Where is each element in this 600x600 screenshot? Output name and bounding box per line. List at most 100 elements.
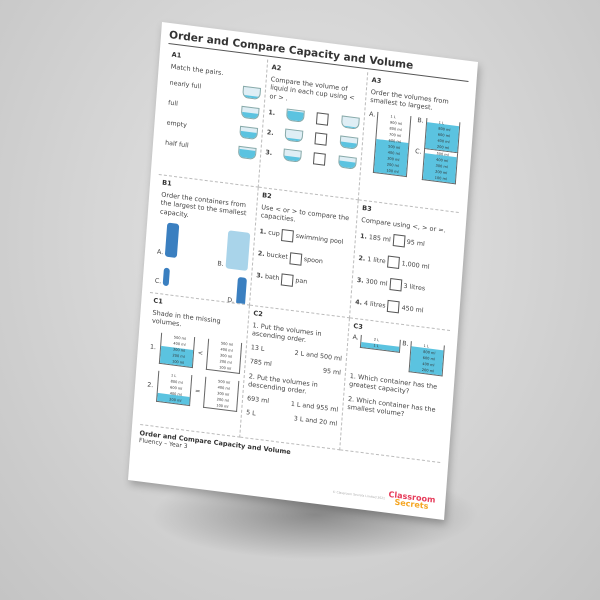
compare-row: 3.: [265, 146, 357, 171]
section-a1: A1 Match the pairs. nearly full full empty…: [158, 47, 269, 188]
right-value: 3 litres: [403, 282, 426, 293]
left-value: 1 litre: [366, 255, 386, 266]
answer-box[interactable]: [281, 228, 295, 243]
section-a2: A2 Compare the volume of liquid in each …: [258, 59, 369, 201]
left-value: 4 litres: [363, 299, 386, 310]
answer-box[interactable]: [392, 234, 406, 248]
right-value: 1,000 ml: [401, 260, 430, 271]
option-label: A.: [156, 248, 164, 257]
beaker-blank[interactable]: 500 ml 400 ml 300 ml 200 ml 100 ml: [203, 376, 240, 412]
right-value: 450 ml: [401, 304, 424, 315]
compare-row: 3. bath pan: [256, 270, 348, 294]
water-jug-icon: [225, 230, 251, 272]
option-label: A.: [368, 110, 376, 119]
cup-icon: [242, 86, 262, 101]
section-a3: A3 Order the volumes from smallest to la…: [358, 72, 469, 213]
left-value: 185 ml: [368, 233, 392, 244]
volume: 785 ml: [249, 358, 273, 368]
item-number: 1.: [259, 228, 267, 237]
cup-icon: [240, 106, 260, 121]
beaker-blank[interactable]: 500 ml 400 ml 300 ml 200 ml 100 ml: [205, 338, 243, 374]
item-number: 2.: [266, 128, 274, 137]
right-value: spoon: [303, 256, 324, 266]
cup-icon: [282, 148, 302, 163]
volume: 13 L: [250, 344, 265, 353]
match-label[interactable]: full: [167, 99, 179, 108]
answer-box[interactable]: [316, 112, 330, 127]
match-label[interactable]: half full: [164, 139, 189, 150]
answer-box[interactable]: [387, 300, 401, 314]
beaker: 500 ml 400 ml 300 ml 200 ml 100 ml: [158, 332, 196, 368]
bottle-icon: [235, 277, 247, 306]
volume: 1 L and 955 ml: [290, 400, 339, 414]
match-label[interactable]: empty: [166, 119, 188, 130]
section-b2: B2 Use < or > to compare the capacities.…: [249, 187, 359, 319]
right-value: 95 ml: [406, 238, 425, 248]
option-label: B.: [217, 260, 224, 269]
compare-row: 4. 4 litres 450 ml: [355, 296, 448, 320]
right-value: swimming pool: [295, 233, 344, 247]
option-label: B.: [417, 116, 424, 125]
option-label: A.: [352, 333, 360, 342]
cup-icon: [337, 155, 357, 171]
item-number: 1.: [268, 108, 276, 117]
cup-icon: [339, 135, 359, 151]
comparison-sign: =: [194, 387, 201, 396]
compare-row: 2.: [266, 126, 359, 151]
beaker-c: 500 ml 400 ml 300 ml 200 ml 100 ml: [421, 148, 458, 185]
option-label: C.: [154, 277, 162, 286]
option-label: B.: [401, 340, 409, 348]
item-number: 3.: [255, 272, 264, 281]
volume: 5 L: [245, 408, 256, 418]
answer-box[interactable]: [389, 278, 402, 292]
cup-icon: [340, 115, 360, 131]
beaker-a: 1 L 900 ml 800 ml 700 ml 600 ml 500 ml 400 ml 3…: [373, 111, 412, 178]
cup-icon: [285, 108, 305, 123]
comparison-sign: <: [197, 349, 204, 358]
worksheet: Order and Compare Capacity and Volume A1…: [128, 22, 478, 521]
section-c1: C1 Shade in the missing volumes. 1. 500 m…: [140, 293, 250, 438]
beaker: 1 L 800 ml 600 ml 400 ml 200 ml: [155, 370, 193, 406]
option-label: C.: [414, 147, 422, 156]
volume: 693 ml: [246, 394, 270, 405]
cup-icon: [237, 146, 257, 161]
volume: 95 ml: [322, 367, 342, 377]
classroom-secrets-logo: Classroom Secrets: [388, 489, 436, 511]
compare-row: 2. 1 litre 1,000 ml: [358, 252, 451, 276]
item-number: 2.: [358, 254, 366, 263]
section-c2: C2 1. Put the volumes in ascending order…: [240, 305, 350, 451]
volume: 3 L and 20 ml: [293, 414, 338, 428]
compare-row: 2. bucket spoon: [257, 248, 349, 272]
match-row: empty: [166, 117, 259, 141]
match-label[interactable]: nearly full: [169, 79, 202, 91]
item-number: 3.: [265, 148, 273, 157]
section-b3: B3 Compare using <, > or =. 1. 185 ml 95 …: [349, 200, 459, 331]
beaker-b: 1 L 800 ml 600 ml 400 ml 200 ml: [408, 341, 445, 377]
match-row: full: [168, 97, 260, 121]
compare-row: 3. 300 ml 3 litres: [356, 274, 449, 298]
left-value: cup: [268, 229, 280, 239]
left-value: bath: [264, 273, 280, 283]
question: 2. Which container has the smallest volu…: [347, 394, 436, 419]
small-bottle-icon: [163, 267, 171, 287]
right-value: pan: [295, 277, 308, 287]
bottle-icon: [164, 222, 180, 259]
beaker-b: 1 L 800 ml 600 ml 400 ml 200 ml: [423, 117, 460, 154]
volume: 2 L and 500 ml: [294, 349, 343, 363]
item-number: 3.: [356, 276, 364, 285]
left-value: bucket: [266, 251, 289, 262]
section-b1: B1 Order the containers from the largest…: [149, 175, 259, 306]
copyright: © Classroom Secrets Limited 2021: [332, 489, 386, 501]
answer-box[interactable]: [280, 273, 294, 287]
left-value: 300 ml: [365, 277, 388, 288]
cup-icon: [239, 126, 259, 141]
match-row: half full: [165, 137, 257, 161]
answer-box[interactable]: [314, 132, 328, 147]
answer-box[interactable]: [289, 252, 303, 266]
item-number: 4.: [354, 298, 363, 307]
item-number: 1.: [359, 232, 368, 241]
answer-box[interactable]: [387, 255, 401, 270]
answer-box[interactable]: [313, 152, 327, 167]
